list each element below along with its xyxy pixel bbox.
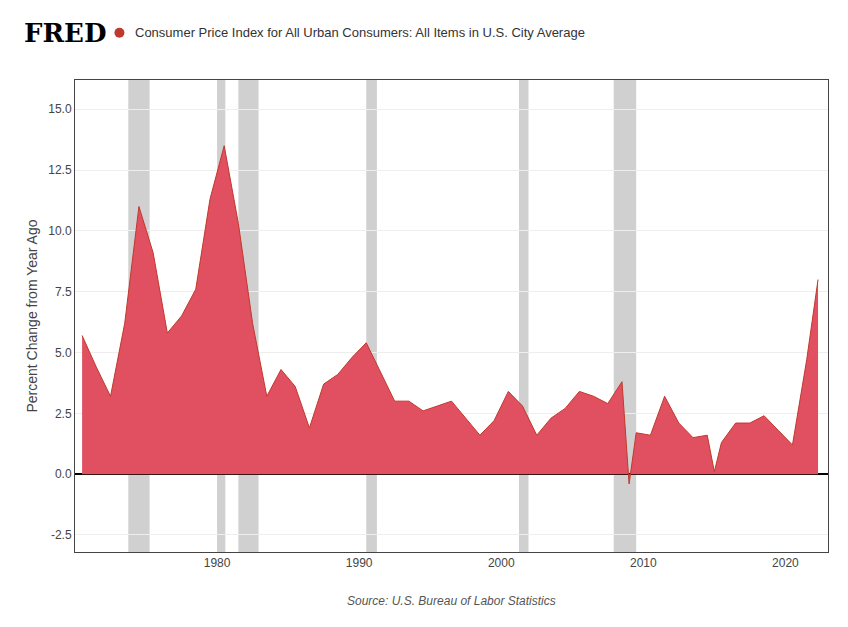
svg-text:2010: 2010 xyxy=(630,556,657,570)
svg-text:2020: 2020 xyxy=(772,556,799,570)
svg-text:10.0: 10.0 xyxy=(48,224,72,238)
svg-text:5.0: 5.0 xyxy=(55,346,72,360)
svg-text:7.5: 7.5 xyxy=(55,285,72,299)
svg-text:FRED: FRED xyxy=(24,18,106,48)
svg-text:1980: 1980 xyxy=(204,556,231,570)
svg-text:2000: 2000 xyxy=(488,556,515,570)
svg-text:Consumer Price Index for All U: Consumer Price Index for All Urban Consu… xyxy=(135,25,585,40)
svg-text:Percent Change from Year Ago: Percent Change from Year Ago xyxy=(24,219,40,412)
svg-text:0.0: 0.0 xyxy=(55,467,72,481)
svg-text:12.5: 12.5 xyxy=(48,163,72,177)
svg-text:-2.5: -2.5 xyxy=(51,528,72,542)
svg-text:15.0: 15.0 xyxy=(48,102,72,116)
svg-text:Source: U.S. Bureau of Labor S: Source: U.S. Bureau of Labor Statistics xyxy=(347,594,556,608)
svg-text:2.5: 2.5 xyxy=(55,407,72,421)
svg-text:1990: 1990 xyxy=(346,556,373,570)
